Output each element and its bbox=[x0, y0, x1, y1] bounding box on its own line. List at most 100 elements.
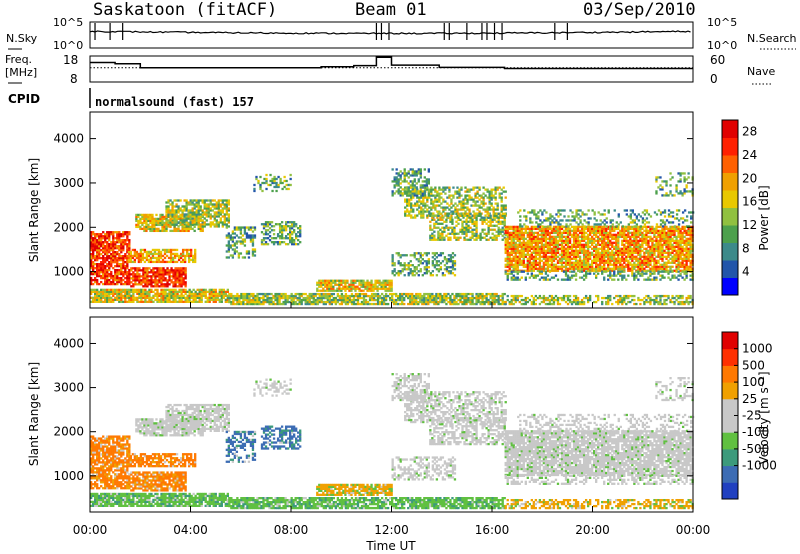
power-cell bbox=[189, 215, 192, 218]
power-cell bbox=[216, 294, 219, 297]
power-cell bbox=[220, 294, 223, 297]
power-cell bbox=[473, 214, 476, 217]
power-cell bbox=[124, 257, 127, 260]
power-cell bbox=[205, 223, 208, 226]
power-cell bbox=[237, 226, 241, 229]
power-cell bbox=[284, 221, 288, 224]
power-cell bbox=[368, 296, 372, 300]
power-cell bbox=[491, 220, 494, 223]
power-cell bbox=[160, 285, 163, 288]
power-cell bbox=[438, 200, 441, 203]
power-cell bbox=[171, 221, 174, 224]
power-cell bbox=[202, 290, 205, 294]
power-cell bbox=[90, 282, 93, 286]
power-cell bbox=[472, 188, 475, 191]
power-cell bbox=[102, 270, 105, 274]
power-cell bbox=[176, 294, 179, 297]
power-cell bbox=[174, 275, 177, 278]
power-cell bbox=[157, 260, 161, 264]
power-cell bbox=[233, 252, 237, 255]
power-cell bbox=[388, 298, 392, 302]
power-cell bbox=[312, 302, 315, 306]
power-cell bbox=[422, 212, 425, 215]
power-cell bbox=[169, 209, 172, 212]
power-cell bbox=[518, 255, 521, 258]
power-cell bbox=[149, 213, 152, 217]
power-cell bbox=[130, 281, 133, 284]
power-cell bbox=[574, 251, 578, 254]
power-cell bbox=[469, 226, 472, 229]
power-cell bbox=[150, 296, 153, 299]
power-cell bbox=[429, 234, 432, 237]
power-cell bbox=[182, 288, 185, 292]
power-cell bbox=[219, 221, 222, 224]
power-cell bbox=[330, 279, 333, 282]
power-cell bbox=[128, 243, 131, 246]
power-cell bbox=[566, 263, 570, 266]
power-cell bbox=[443, 264, 447, 267]
power-cell bbox=[420, 212, 423, 215]
power-cell bbox=[552, 251, 556, 254]
power-cell bbox=[185, 215, 188, 218]
power-cell bbox=[194, 252, 197, 256]
power-cell bbox=[449, 270, 453, 273]
power-cell bbox=[649, 302, 652, 306]
power-cell bbox=[524, 247, 527, 250]
power-cell bbox=[196, 294, 199, 297]
power-cell bbox=[524, 302, 527, 306]
power-cell bbox=[268, 231, 272, 234]
power-cell bbox=[459, 300, 462, 304]
power-cell bbox=[445, 296, 448, 300]
power-cell bbox=[552, 227, 556, 231]
power-cell bbox=[251, 250, 255, 253]
power-cell bbox=[572, 300, 576, 304]
power-cell bbox=[245, 252, 249, 255]
power-cell bbox=[130, 300, 133, 303]
power-cell bbox=[141, 223, 144, 227]
power-cell bbox=[225, 244, 228, 247]
power-cell bbox=[235, 228, 239, 231]
power-cell bbox=[469, 302, 472, 306]
power-cell bbox=[167, 215, 170, 218]
power-cell bbox=[140, 300, 143, 303]
power-cell bbox=[146, 290, 149, 294]
power-cell bbox=[562, 231, 566, 235]
power-cell bbox=[439, 252, 443, 255]
power-cell bbox=[466, 198, 469, 201]
power-cell bbox=[501, 216, 504, 219]
power-cell bbox=[234, 302, 237, 306]
power-cell bbox=[488, 190, 491, 193]
power-cell bbox=[508, 243, 511, 246]
power-cell bbox=[332, 285, 335, 288]
power-cell bbox=[98, 268, 101, 272]
power-cell bbox=[426, 216, 429, 219]
power-cell bbox=[199, 207, 202, 210]
power-cell bbox=[237, 254, 241, 257]
power-cell bbox=[469, 298, 472, 302]
power-cell bbox=[633, 294, 636, 298]
freq-label-1: Freq. bbox=[5, 53, 32, 66]
power-cell bbox=[108, 262, 111, 266]
power-cell bbox=[542, 239, 546, 243]
power-cell bbox=[433, 266, 437, 269]
power-cell bbox=[183, 223, 186, 227]
power-cell bbox=[502, 208, 505, 211]
power-cell bbox=[249, 226, 253, 229]
power-cell bbox=[167, 205, 170, 208]
power-cell bbox=[424, 202, 427, 205]
power-cell bbox=[189, 227, 192, 231]
power-cell bbox=[328, 298, 331, 302]
power-cell bbox=[506, 241, 509, 245]
power-cell bbox=[382, 279, 385, 282]
power-cell bbox=[120, 278, 123, 282]
power-cell bbox=[435, 226, 438, 229]
power-cell bbox=[186, 296, 189, 299]
power-cell bbox=[198, 294, 201, 297]
power-cell bbox=[440, 206, 443, 209]
power-cell bbox=[180, 294, 183, 297]
power-cell bbox=[485, 300, 488, 304]
power-cell bbox=[556, 241, 560, 245]
power-cell bbox=[92, 260, 95, 264]
power-cell bbox=[669, 300, 672, 304]
power-cell bbox=[162, 279, 165, 282]
